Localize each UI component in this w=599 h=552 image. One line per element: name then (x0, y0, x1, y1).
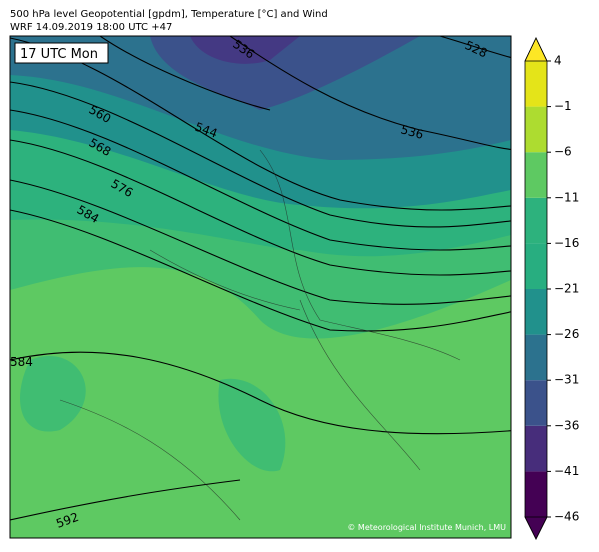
time-label: 17 UTC Mon (20, 47, 98, 62)
colorbar-tick-label: 4 (554, 54, 562, 68)
colorbar-tick-label: −1 (554, 99, 572, 113)
colorbar-tick-label: −11 (554, 190, 579, 204)
contour-label: 536 (399, 122, 425, 141)
colorbar-band (525, 61, 547, 107)
colorbar-band (525, 106, 547, 153)
colorbar-band (525, 334, 547, 381)
time-box (14, 42, 109, 64)
colorbar-tick-label: −21 (554, 282, 579, 296)
colorbar-band (525, 243, 547, 289)
title-line: WRF 14.09.2019 18:00 UTC +47 (10, 22, 172, 33)
colorbar-extend (524, 516, 548, 540)
contour-label: 584 (10, 355, 33, 369)
colorbar-tick-label: −46 (554, 510, 579, 524)
colorbar-extend (524, 37, 548, 62)
credit: © Meteorological Institute Munich, LMU (347, 523, 506, 532)
map-frame (9, 35, 512, 539)
colorbar-band (525, 152, 547, 198)
colorbar-band (525, 197, 547, 244)
colorbar-band (525, 289, 547, 335)
colorbar-tick-label: −26 (554, 327, 579, 341)
colorbar: 4 −1 −6 −11 −16 −21 −26 −31 −36 −41 −46 (524, 37, 579, 540)
colorbar-tick-label: −36 (554, 418, 579, 432)
title-line: 500 hPa level Geopotential [gpdm], Tempe… (10, 9, 328, 20)
colorbar-tick-label: −41 (554, 464, 579, 478)
colorbar-tick-label: −6 (554, 145, 572, 159)
map-area: 536 528 560 544 536 568 576 584 584 592 … (10, 36, 511, 538)
colorbar-tick-label: −16 (554, 236, 579, 250)
colorbar-tick-label: −31 (554, 373, 579, 387)
colorbar-band (525, 425, 547, 472)
colorbar-band (525, 380, 547, 426)
colorbar-band (525, 471, 547, 517)
